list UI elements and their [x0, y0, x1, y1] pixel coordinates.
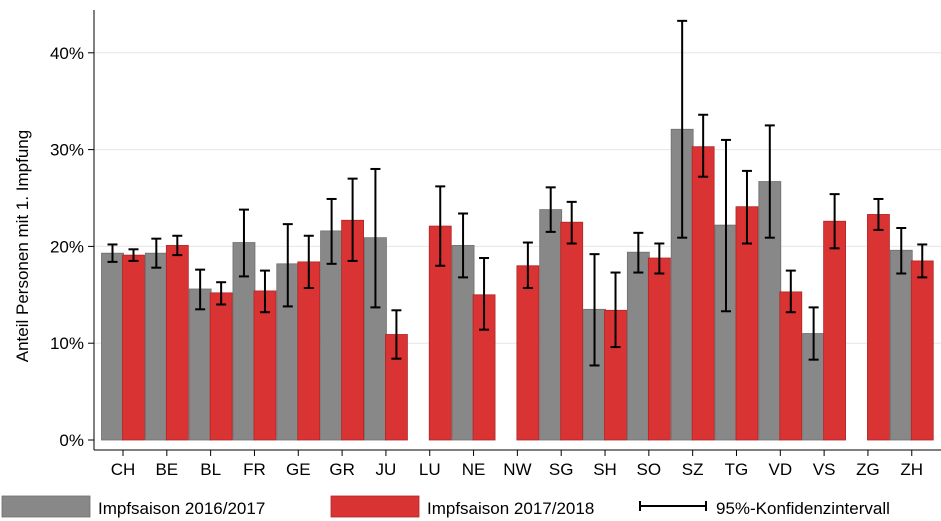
x-tick-label: CH — [111, 460, 136, 479]
bar — [626, 251, 650, 441]
bar — [910, 260, 934, 441]
error-bars — [107, 19, 928, 367]
y-tick-label: 30% — [50, 141, 84, 160]
bar — [188, 288, 212, 441]
bar — [867, 214, 890, 441]
bar — [209, 292, 233, 441]
legend: Impfsaison 2016/2017 Impfsaison 2017/2018… — [1, 495, 890, 518]
x-tick-label: NW — [503, 460, 531, 479]
y-tick-label: 10% — [50, 334, 84, 353]
x-tick-label: SZ — [682, 460, 704, 479]
bar — [779, 291, 803, 441]
x-tick-label: BL — [200, 460, 221, 479]
x-tick-label: ZH — [900, 460, 923, 479]
x-tick-label: SH — [593, 460, 617, 479]
bar — [691, 146, 715, 441]
y-tick-label: 40% — [50, 44, 84, 63]
bar — [144, 252, 168, 441]
bars — [101, 128, 934, 441]
legend-label: Impfsaison 2016/2017 — [98, 499, 265, 518]
bar — [165, 245, 189, 441]
x-tick-label: VS — [813, 460, 836, 479]
x-tick-label: GE — [286, 460, 311, 479]
x-tick-label: FR — [243, 460, 266, 479]
bar — [516, 265, 540, 441]
x-tick-label: LU — [419, 460, 441, 479]
x-ticks: CH BE BL FR GE GR JU LU NE NW SG SH SO SZ TG VD VS ZG ZH — [111, 450, 923, 479]
x-tick-label: SG — [549, 460, 574, 479]
legend-label: 95%-Konfidenzintervall — [716, 499, 890, 518]
x-tick-label: VD — [768, 460, 792, 479]
bar — [101, 252, 124, 441]
bar — [539, 209, 563, 441]
bar — [560, 221, 584, 441]
bar — [823, 220, 847, 441]
x-tick-label: BE — [155, 460, 178, 479]
x-tick-label: GR — [329, 460, 355, 479]
x-tick-label: SO — [637, 460, 662, 479]
bar — [647, 257, 671, 441]
x-tick-label: JU — [376, 460, 397, 479]
y-tick-label: 0% — [59, 431, 84, 450]
x-tick-label: NE — [462, 460, 486, 479]
y-tick-label: 20% — [50, 237, 84, 256]
x-tick-label: ZG — [856, 460, 880, 479]
legend-swatch — [1, 495, 91, 518]
legend-swatch — [330, 495, 420, 518]
bar — [122, 254, 145, 441]
y-ticks: 0% 10% 20% 30% 40% — [50, 44, 94, 450]
bar — [889, 249, 913, 441]
x-tick-label: TG — [725, 460, 749, 479]
bar — [253, 290, 277, 441]
legend-label: Impfsaison 2017/2018 — [427, 499, 594, 518]
y-axis-title: Anteil Personen mit 1. Impfung — [13, 130, 32, 362]
